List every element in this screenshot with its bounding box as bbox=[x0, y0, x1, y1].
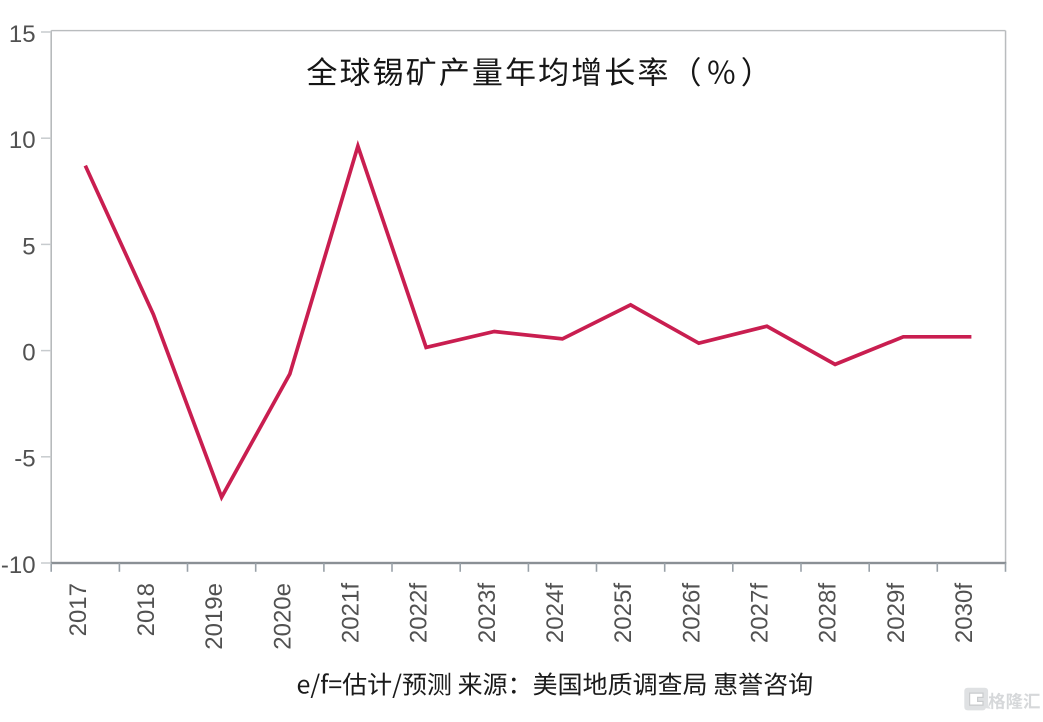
svg-text:2020e: 2020e bbox=[269, 583, 296, 650]
svg-text:2023f: 2023f bbox=[474, 583, 501, 643]
svg-text:2017: 2017 bbox=[65, 583, 92, 636]
svg-text:5: 5 bbox=[22, 233, 35, 260]
svg-text:2028f: 2028f bbox=[815, 583, 842, 643]
svg-text:-10: -10 bbox=[1, 552, 36, 579]
svg-text:2018: 2018 bbox=[133, 583, 160, 636]
svg-text:0: 0 bbox=[22, 340, 35, 367]
svg-text:2029f: 2029f bbox=[883, 583, 910, 643]
svg-text:2025f: 2025f bbox=[610, 583, 637, 643]
svg-text:2019e: 2019e bbox=[201, 583, 228, 650]
svg-text:2026f: 2026f bbox=[678, 583, 705, 643]
svg-text:2021f: 2021f bbox=[337, 583, 364, 643]
svg-text:15: 15 bbox=[9, 21, 36, 48]
svg-text:2022f: 2022f bbox=[406, 583, 433, 643]
svg-text:10: 10 bbox=[9, 127, 36, 154]
svg-text:2030f: 2030f bbox=[951, 583, 978, 643]
svg-text:-5: -5 bbox=[14, 446, 35, 473]
svg-text:2024f: 2024f bbox=[542, 583, 569, 643]
svg-text:2027f: 2027f bbox=[746, 583, 773, 643]
